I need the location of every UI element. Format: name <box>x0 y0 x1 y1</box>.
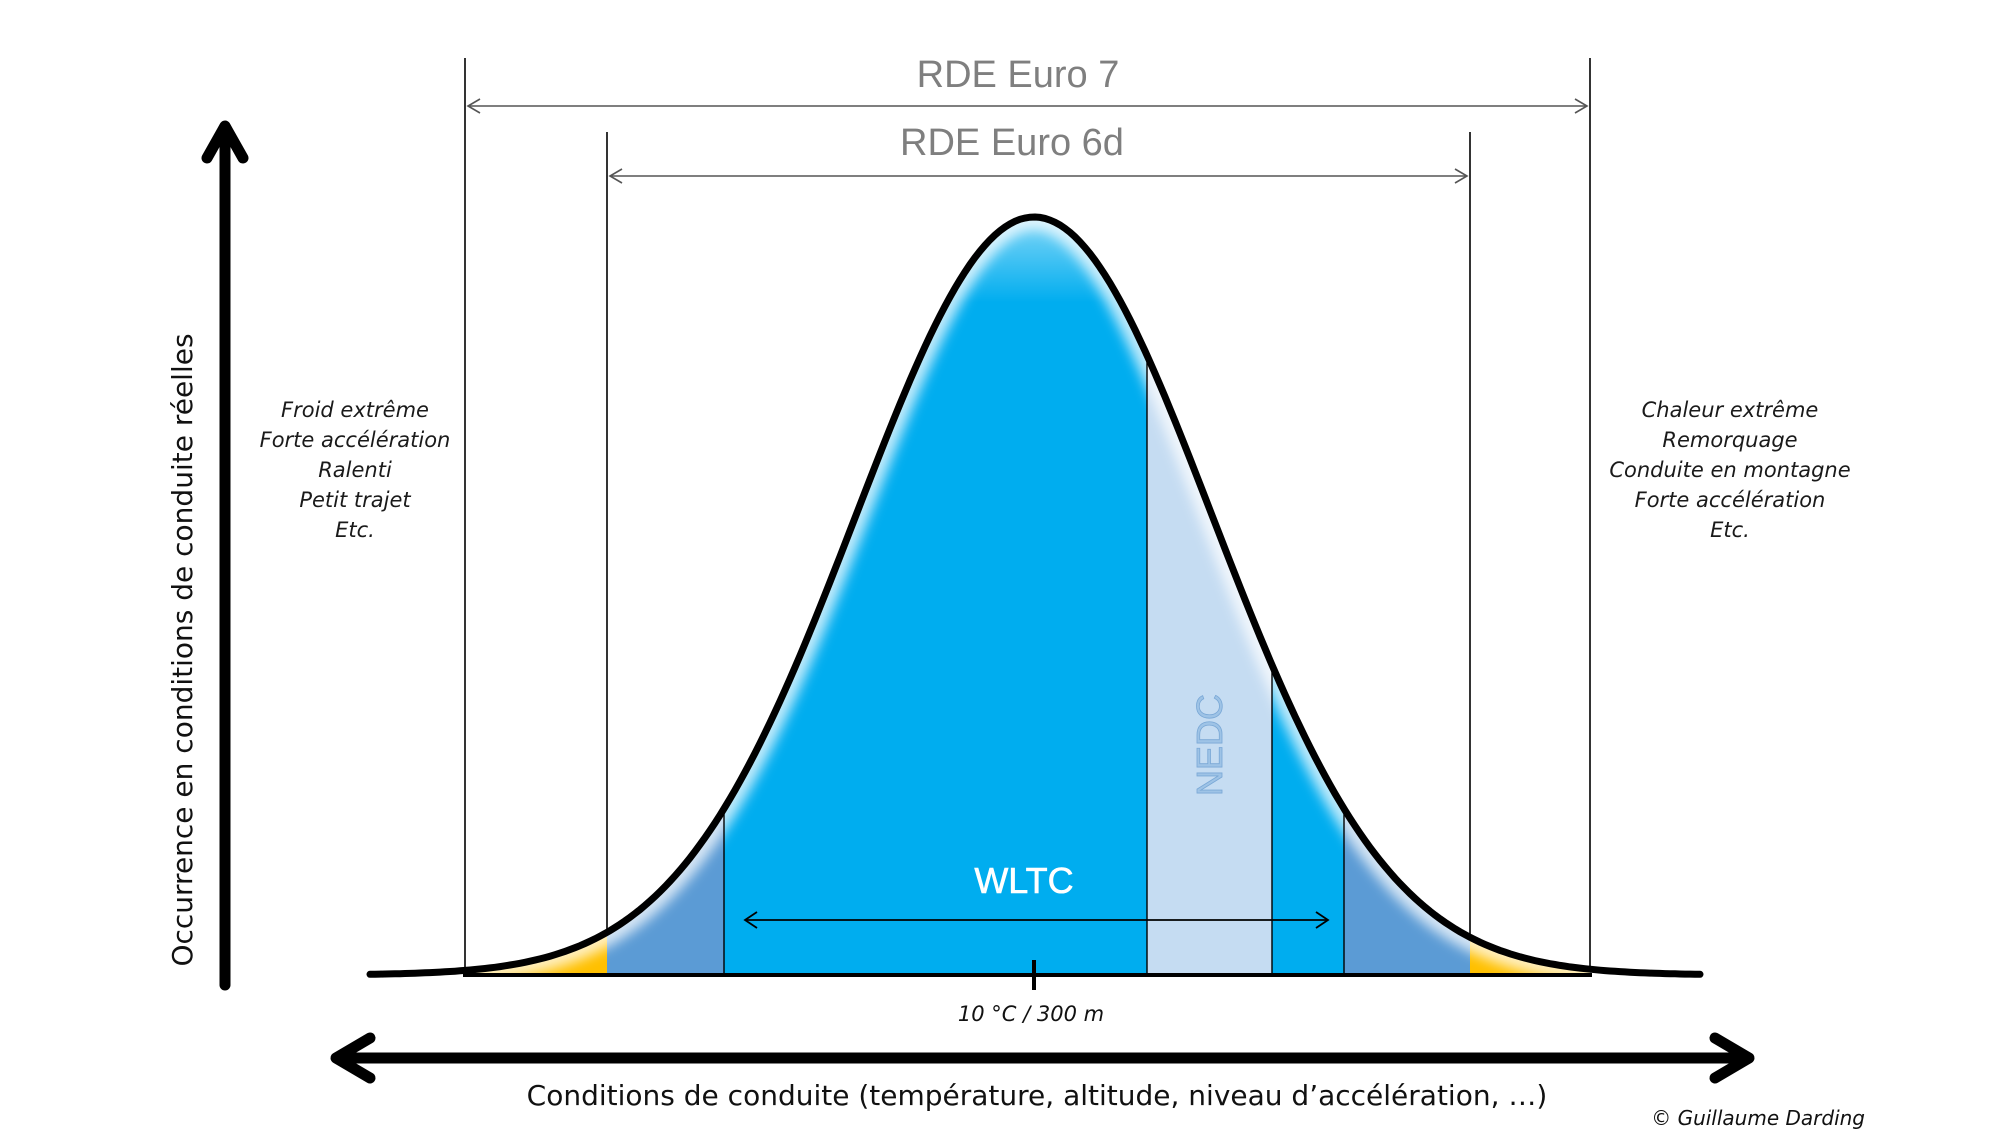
x-axis-label: Conditions de conduite (température, alt… <box>527 1079 1548 1112</box>
bell-curve-fills <box>370 217 1700 975</box>
tail-right-region <box>1470 217 1590 975</box>
y-axis-arrow <box>201 120 249 991</box>
right-conditions-list: Chaleur extrême Remorquage Conduite en m… <box>1609 398 1850 542</box>
right-condition-item: Forte accélération <box>1635 488 1826 512</box>
nedc-label: NEDC <box>1189 694 1230 796</box>
center-condition-label: 10 °C / 300 m <box>958 1002 1104 1026</box>
left-condition-item: Ralenti <box>318 458 392 482</box>
left-conditions-list: Froid extrême Forte accélération Ralenti… <box>260 398 451 542</box>
euro7-range-arrow <box>466 98 1589 114</box>
bell-curve-outline <box>366 213 1704 978</box>
wltc-range-arrow <box>743 911 1330 929</box>
left-condition-item: Petit trajet <box>299 488 411 512</box>
euro6d-label: RDE Euro 6d <box>900 122 1124 164</box>
euro6d-range-arrow <box>608 168 1469 184</box>
copyright-credit: © Guillaume Darding <box>1651 1106 1865 1130</box>
right-condition-item: Chaleur extrême <box>1642 398 1819 422</box>
y-axis-label: Occurrence en conditions de conduite rée… <box>166 333 199 966</box>
wltc-label: WLTC <box>974 860 1073 901</box>
x-axis-arrow <box>330 1032 1755 1084</box>
euro7-label: RDE Euro 7 <box>917 54 1120 96</box>
left-condition-item: Froid extrême <box>281 398 429 422</box>
left-condition-item: Etc. <box>335 518 375 542</box>
right-condition-item: Remorquage <box>1662 428 1797 452</box>
tail-left-region <box>465 217 607 975</box>
right-condition-item: Etc. <box>1710 518 1750 542</box>
right-condition-item: Conduite en montagne <box>1609 458 1850 482</box>
left-condition-item: Forte accélération <box>260 428 451 452</box>
